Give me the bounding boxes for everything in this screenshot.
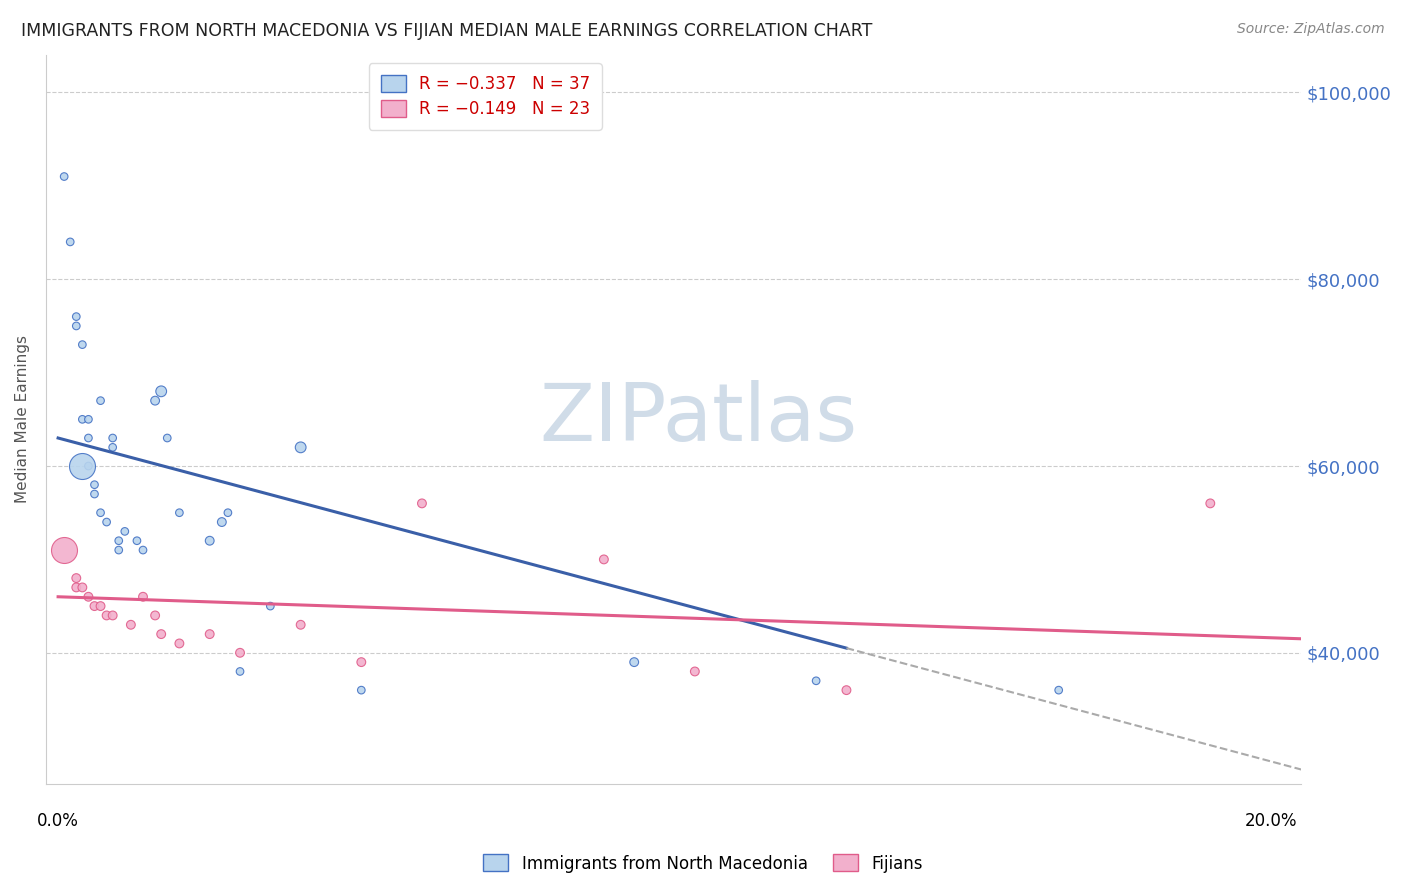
Point: [90, 393, 112, 408]
Legend: R = −0.337   N = 37, R = −0.149   N = 23: R = −0.337 N = 37, R = −0.149 N = 23: [368, 63, 602, 130]
Point: [198, 533, 221, 548]
Point: [143, 393, 166, 408]
Point: [132, 543, 155, 558]
Point: [150, 384, 173, 399]
Point: [90, 599, 112, 613]
Point: [350, 655, 373, 669]
Point: [120, 617, 142, 632]
Point: [53, 543, 76, 558]
Point: [65, 571, 87, 585]
Point: [229, 665, 252, 679]
Point: [101, 431, 124, 445]
Point: [72, 412, 94, 426]
Point: [835, 683, 858, 698]
Point: [259, 599, 281, 613]
Point: [65, 310, 87, 324]
Point: [350, 683, 373, 698]
Point: [623, 655, 645, 669]
Point: [169, 506, 191, 520]
Point: [77, 590, 100, 604]
Point: [101, 608, 124, 623]
Point: [72, 581, 94, 595]
Point: [125, 533, 148, 548]
Point: [229, 646, 252, 660]
Point: [150, 627, 173, 641]
Point: [65, 318, 87, 333]
Point: [1047, 683, 1070, 698]
Point: [107, 533, 129, 548]
Point: [804, 673, 827, 688]
Point: [83, 599, 105, 613]
Point: [217, 506, 239, 520]
Text: ZIPatlas: ZIPatlas: [540, 380, 858, 458]
Point: [211, 515, 233, 529]
Point: [90, 506, 112, 520]
Point: [290, 441, 312, 455]
Text: 20.0%: 20.0%: [1244, 812, 1298, 830]
Point: [156, 431, 179, 445]
Point: [77, 412, 100, 426]
Point: [143, 608, 166, 623]
Point: [411, 496, 433, 510]
Point: [72, 337, 94, 351]
Point: [72, 458, 94, 473]
Point: [77, 431, 100, 445]
Text: 0.0%: 0.0%: [37, 812, 79, 830]
Point: [53, 169, 76, 184]
Point: [65, 581, 87, 595]
Point: [107, 543, 129, 558]
Point: [593, 552, 616, 566]
Point: [683, 665, 706, 679]
Point: [59, 235, 82, 249]
Point: [1199, 496, 1222, 510]
Point: [169, 636, 191, 650]
Point: [83, 477, 105, 491]
Text: Source: ZipAtlas.com: Source: ZipAtlas.com: [1237, 22, 1385, 37]
Point: [114, 524, 136, 539]
Point: [96, 608, 118, 623]
Point: [198, 627, 221, 641]
Point: [83, 487, 105, 501]
Legend: Immigrants from North Macedonia, Fijians: Immigrants from North Macedonia, Fijians: [477, 847, 929, 880]
Y-axis label: Median Male Earnings: Median Male Earnings: [15, 335, 30, 503]
Point: [290, 617, 312, 632]
Point: [77, 458, 100, 473]
Text: IMMIGRANTS FROM NORTH MACEDONIA VS FIJIAN MEDIAN MALE EARNINGS CORRELATION CHART: IMMIGRANTS FROM NORTH MACEDONIA VS FIJIA…: [21, 22, 873, 40]
Point: [101, 441, 124, 455]
Point: [96, 515, 118, 529]
Point: [132, 590, 155, 604]
